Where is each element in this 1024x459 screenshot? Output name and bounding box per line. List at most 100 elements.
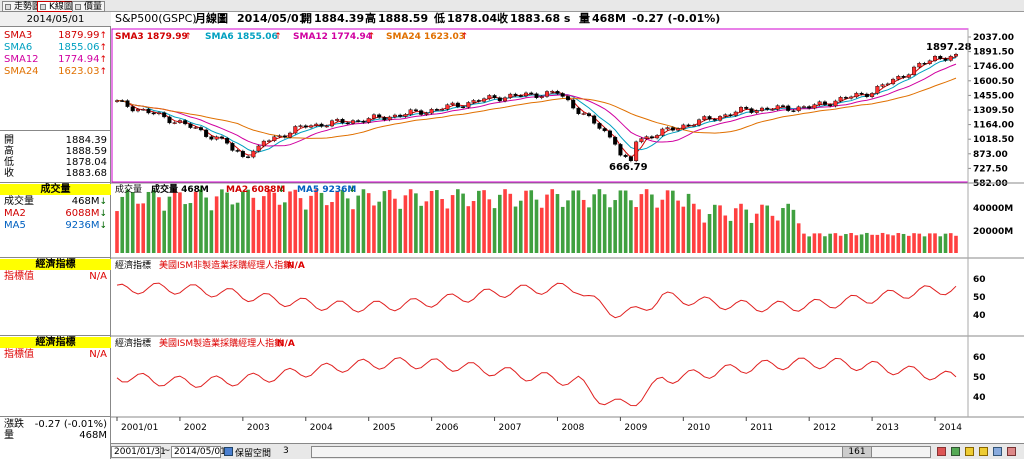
volume-bar bbox=[471, 201, 476, 253]
time-scrollbar[interactable]: 161 bbox=[311, 446, 931, 458]
candle-body bbox=[560, 93, 565, 97]
candle-body bbox=[539, 96, 544, 98]
volume-bar bbox=[503, 189, 507, 253]
econ1-value-label: 指標值 bbox=[4, 271, 34, 282]
candle-body bbox=[786, 105, 791, 111]
volume-bar bbox=[256, 209, 261, 253]
candle-body bbox=[770, 109, 775, 111]
tab-label: K線圖 bbox=[49, 2, 73, 12]
volume-bar bbox=[550, 189, 555, 253]
volume-bar bbox=[120, 196, 125, 253]
tab-kline-chart[interactable]: K線圖 bbox=[37, 1, 76, 12]
down-arrow-icon: ↓ bbox=[349, 185, 357, 195]
volume-bar bbox=[172, 189, 177, 253]
volume-bar bbox=[288, 191, 292, 253]
down-arrow-icon: ↓ bbox=[197, 185, 205, 195]
candle-body bbox=[392, 114, 397, 118]
candle-body bbox=[408, 109, 413, 115]
candle-body bbox=[267, 140, 272, 142]
volume-bar bbox=[702, 222, 707, 253]
ohlc-row: 開 1884.39 bbox=[0, 135, 111, 146]
candle-body bbox=[440, 108, 445, 111]
volume-legend-item: MA2 6088M bbox=[226, 185, 285, 195]
sma-row: SMA12 1774.94↑ bbox=[0, 54, 111, 65]
candle-body bbox=[891, 78, 896, 85]
candle-body bbox=[366, 118, 371, 123]
candle-body bbox=[455, 102, 460, 107]
candle-body bbox=[261, 140, 266, 147]
tab-price-volume[interactable]: 價量 bbox=[72, 1, 106, 12]
candle-body bbox=[649, 136, 654, 139]
candle-body bbox=[906, 74, 911, 78]
volume-stat-row: 成交量 468M↓ bbox=[0, 196, 111, 207]
candle-body bbox=[765, 107, 770, 110]
volume-bar bbox=[366, 193, 371, 253]
candle-body bbox=[896, 76, 901, 80]
settings-icon[interactable] bbox=[993, 447, 1002, 456]
volume-bar bbox=[812, 233, 817, 253]
chart-type-label: 月線圖 bbox=[194, 12, 228, 25]
volume-bar bbox=[576, 190, 581, 253]
sma-value: 1855.06↑ bbox=[58, 42, 107, 53]
volume-bar bbox=[235, 202, 240, 253]
close-icon[interactable] bbox=[1007, 447, 1016, 456]
candle-body bbox=[639, 138, 644, 143]
open-label: 開 bbox=[301, 12, 312, 25]
move-right-icon[interactable] bbox=[979, 447, 988, 456]
candle-body bbox=[345, 122, 350, 125]
candle-body bbox=[607, 130, 612, 138]
volume-bar bbox=[419, 205, 423, 253]
start-date-field[interactable]: 2001/01/31 bbox=[111, 446, 166, 458]
volume-bar bbox=[686, 193, 691, 253]
candle-body bbox=[188, 123, 193, 128]
candle-body bbox=[943, 58, 948, 61]
move-left-icon[interactable] bbox=[965, 447, 974, 456]
candle-body bbox=[807, 106, 812, 109]
calendar-icon[interactable] bbox=[224, 447, 233, 456]
volume-bar bbox=[671, 190, 675, 253]
candle-body bbox=[277, 135, 282, 138]
price-tick-label: 1891.50 bbox=[973, 48, 1014, 58]
chart-area[interactable]: S&P500(GSPC) 月線圖 2014/05/01 開 1884.39 高 … bbox=[111, 12, 1024, 443]
scroll-thumb[interactable]: 161 bbox=[842, 447, 872, 457]
candle-body bbox=[948, 55, 953, 61]
candle-body bbox=[864, 93, 869, 97]
volume-bar bbox=[849, 233, 853, 253]
price-legend-item: SMA3 1879.99 bbox=[115, 32, 188, 42]
volume-bar bbox=[602, 194, 607, 253]
up-arrow-icon: ↑ bbox=[184, 32, 192, 42]
chart-header: S&P500(GSPC) 月線圖 2014/05/01 開 1884.39 高 … bbox=[115, 12, 720, 25]
volume-bar bbox=[796, 223, 801, 253]
volume-bar bbox=[435, 190, 439, 253]
end-date-field[interactable]: 2014/05/01 bbox=[171, 446, 226, 458]
candle-body bbox=[597, 123, 602, 129]
candle-body bbox=[870, 93, 875, 97]
candle-body bbox=[875, 86, 880, 94]
candle-body bbox=[177, 120, 182, 123]
volume-bar bbox=[209, 210, 214, 253]
chart-tab-icon bbox=[40, 4, 46, 10]
econ1-na: N/A bbox=[287, 261, 305, 271]
down-arrow-icon: ↓ bbox=[99, 197, 107, 207]
zoom-in-icon[interactable] bbox=[951, 447, 960, 456]
header-date: 2014/05/01 bbox=[237, 12, 306, 25]
candle-body bbox=[413, 109, 418, 111]
econ2-series-name: 美國ISM製造業採購經理人指數 bbox=[159, 337, 283, 349]
bottom-toolbar: 2001/01/31 ~ 2014/05/01 保留空間 3 161 bbox=[111, 443, 1024, 459]
candle-body bbox=[209, 136, 214, 140]
candle-body bbox=[880, 84, 885, 87]
keep-space-label: 保留空間 bbox=[235, 449, 272, 459]
volume-bar bbox=[954, 235, 958, 253]
econ1-axis: 60 50 40 bbox=[973, 275, 986, 321]
ohlc-label: 開 bbox=[4, 135, 14, 146]
volume-bar bbox=[246, 189, 250, 253]
econ1-tick-label: 40 bbox=[973, 311, 986, 321]
zoom-out-icon[interactable] bbox=[937, 447, 946, 456]
candle-body bbox=[424, 112, 429, 115]
keep-space-value[interactable]: 3 bbox=[283, 446, 289, 456]
candle-body bbox=[927, 60, 932, 64]
econ2-tick-label: 40 bbox=[973, 393, 986, 403]
candle-body bbox=[377, 114, 382, 118]
volume-bar bbox=[880, 232, 885, 253]
volume-bar bbox=[886, 234, 890, 253]
